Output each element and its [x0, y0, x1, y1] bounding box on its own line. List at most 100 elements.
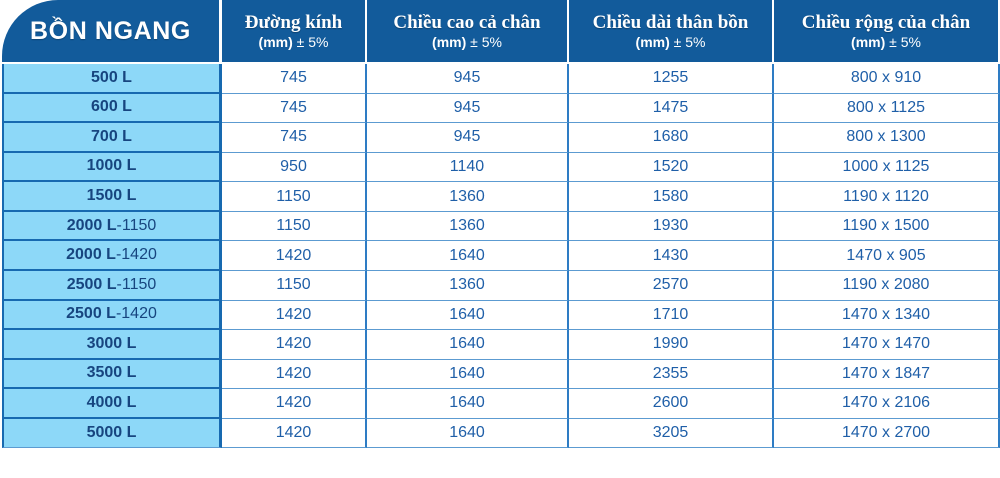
header-label-leg-width: Chiều rộng của chân: [801, 11, 971, 33]
table-row: 4000 L 1420 1640 2600 1470 x 2106: [0, 389, 1000, 419]
unit-label-diameter: (mm): [258, 33, 293, 50]
header-title-label: BỒN NGANG: [30, 16, 191, 45]
capacity-variant-label: -1420: [115, 305, 157, 323]
cell-diameter: 745: [222, 64, 367, 94]
cell-leg-width: 1190 x 1500: [774, 211, 1000, 242]
cell-body-length: 1990: [569, 330, 774, 360]
capacity-label: 500 L: [91, 68, 132, 86]
cell-product-capacity: 4000 L: [2, 389, 222, 419]
cell-body-length: 1710: [569, 300, 774, 331]
cell-body-length: 1520: [569, 152, 774, 183]
capacity-label: 5000 L: [86, 424, 137, 442]
header-sub-diameter: (mm) ± 5%: [259, 34, 329, 51]
header-sub-body-length: (mm) ± 5%: [636, 34, 706, 51]
capacity-label: 1500 L: [86, 187, 137, 205]
cell-leg-width: 1470 x 1470: [774, 330, 1000, 360]
capacity-variant-label: -1150: [116, 275, 157, 293]
cell-diameter: 1150: [222, 182, 367, 212]
cell-leg-width: 1470 x 2700: [774, 418, 1000, 449]
cell-product-capacity: 600 L: [2, 93, 222, 124]
cell-diameter: 1420: [222, 389, 367, 419]
table-row: 5000 L 1420 1640 3205 1470 x 2700: [0, 418, 1000, 449]
header-cell-total-height: Chiều cao cả chân (mm) ± 5%: [367, 0, 569, 62]
header-sub-leg-width: (mm) ± 5%: [851, 34, 921, 51]
capacity-label: 600 L: [91, 98, 132, 116]
cell-body-length: 1930: [569, 211, 774, 242]
header-cell-product-type: BỒN NGANG: [2, 0, 222, 62]
table-row: 700 L 745 945 1680 800 x 1300: [0, 123, 1000, 153]
table-row: 500 L 745 945 1255 800 x 910: [0, 64, 1000, 94]
capacity-label: 2500 L: [66, 305, 116, 323]
cell-total-height: 945: [367, 123, 569, 153]
tolerance-label-diameter: ± 5%: [296, 33, 329, 50]
cell-body-length: 1680: [569, 123, 774, 153]
table-row: 1500 L 1150 1360 1580 1190 x 1120: [0, 182, 1000, 212]
capacity-label: 2500 L: [66, 275, 117, 293]
cell-diameter: 1150: [222, 270, 367, 301]
cell-leg-width: 1470 x 2106: [774, 389, 1000, 419]
capacity-label: 4000 L: [86, 393, 137, 411]
table-row: 600 L 745 945 1475 800 x 1125: [0, 93, 1000, 124]
cell-body-length: 3205: [569, 418, 774, 449]
cell-product-capacity: 1000 L: [2, 152, 222, 183]
cell-leg-width: 1470 x 1340: [774, 300, 1000, 331]
header-label-body-length: Chiều dài thân bồn: [592, 11, 749, 33]
cell-leg-width: 1470 x 1847: [774, 359, 1000, 390]
cell-product-capacity: 3000 L: [2, 330, 222, 360]
cell-product-capacity: 500 L: [2, 64, 222, 94]
cell-diameter: 1150: [222, 211, 367, 242]
capacity-label: 3000 L: [86, 334, 137, 352]
cell-body-length: 2570: [569, 270, 774, 301]
cell-total-height: 1360: [367, 182, 569, 212]
unit-label-total-height: (mm): [432, 33, 467, 50]
cell-product-capacity: 700 L: [2, 123, 222, 153]
tolerance-label-leg-width: ± 5%: [889, 33, 921, 50]
cell-total-height: 1140: [367, 152, 569, 183]
cell-product-capacity: 2000 L -1150: [2, 211, 222, 242]
cell-diameter: 1420: [222, 241, 367, 271]
cell-diameter: 745: [222, 123, 367, 153]
cell-total-height: 1640: [367, 241, 569, 271]
table-header-row: BỒN NGANG Đường kính (mm) ± 5% Chiều cao…: [0, 0, 1000, 62]
cell-body-length: 1580: [569, 182, 774, 212]
cell-total-height: 1360: [367, 211, 569, 242]
cell-product-capacity: 2500 L -1150: [2, 270, 222, 301]
cell-total-height: 1640: [367, 359, 569, 390]
cell-total-height: 945: [367, 93, 569, 124]
cell-diameter: 950: [222, 152, 367, 183]
cell-diameter: 1420: [222, 359, 367, 390]
header-label-total-height: Chiều cao cả chân: [393, 11, 541, 33]
cell-body-length: 2355: [569, 359, 774, 390]
cell-leg-width: 800 x 1300: [774, 123, 1000, 153]
capacity-label: 2000 L: [66, 246, 116, 264]
tolerance-label-total-height: ± 5%: [470, 33, 502, 50]
cell-product-capacity: 1500 L: [2, 182, 222, 212]
cell-total-height: 1640: [367, 418, 569, 449]
capacity-label: 2000 L: [66, 216, 117, 234]
cell-diameter: 1420: [222, 300, 367, 331]
header-sub-total-height: (mm) ± 5%: [432, 34, 502, 51]
cell-diameter: 745: [222, 93, 367, 124]
cell-product-capacity: 2000 L -1420: [2, 241, 222, 271]
cell-product-capacity: 3500 L: [2, 359, 222, 390]
capacity-label: 700 L: [91, 127, 132, 145]
unit-label-body-length: (mm): [635, 33, 670, 50]
table-row: 1000 L 950 1140 1520 1000 x 1125: [0, 152, 1000, 183]
cell-diameter: 1420: [222, 330, 367, 360]
cell-leg-width: 800 x 1125: [774, 93, 1000, 124]
capacity-label: 3500 L: [86, 364, 137, 382]
cell-leg-width: 1190 x 2080: [774, 270, 1000, 301]
cell-leg-width: 800 x 910: [774, 64, 1000, 94]
cell-total-height: 1360: [367, 270, 569, 301]
capacity-variant-label: -1150: [116, 216, 157, 234]
cell-leg-width: 1470 x 905: [774, 241, 1000, 271]
cell-total-height: 1640: [367, 330, 569, 360]
table-row: 2500 L -1420 1420 1640 1710 1470 x 1340: [0, 300, 1000, 331]
cell-body-length: 1430: [569, 241, 774, 271]
header-label-diameter: Đường kính: [244, 11, 343, 33]
cell-total-height: 1640: [367, 389, 569, 419]
cell-leg-width: 1000 x 1125: [774, 152, 1000, 183]
capacity-label: 1000 L: [86, 157, 137, 175]
capacity-variant-label: -1420: [115, 246, 157, 264]
